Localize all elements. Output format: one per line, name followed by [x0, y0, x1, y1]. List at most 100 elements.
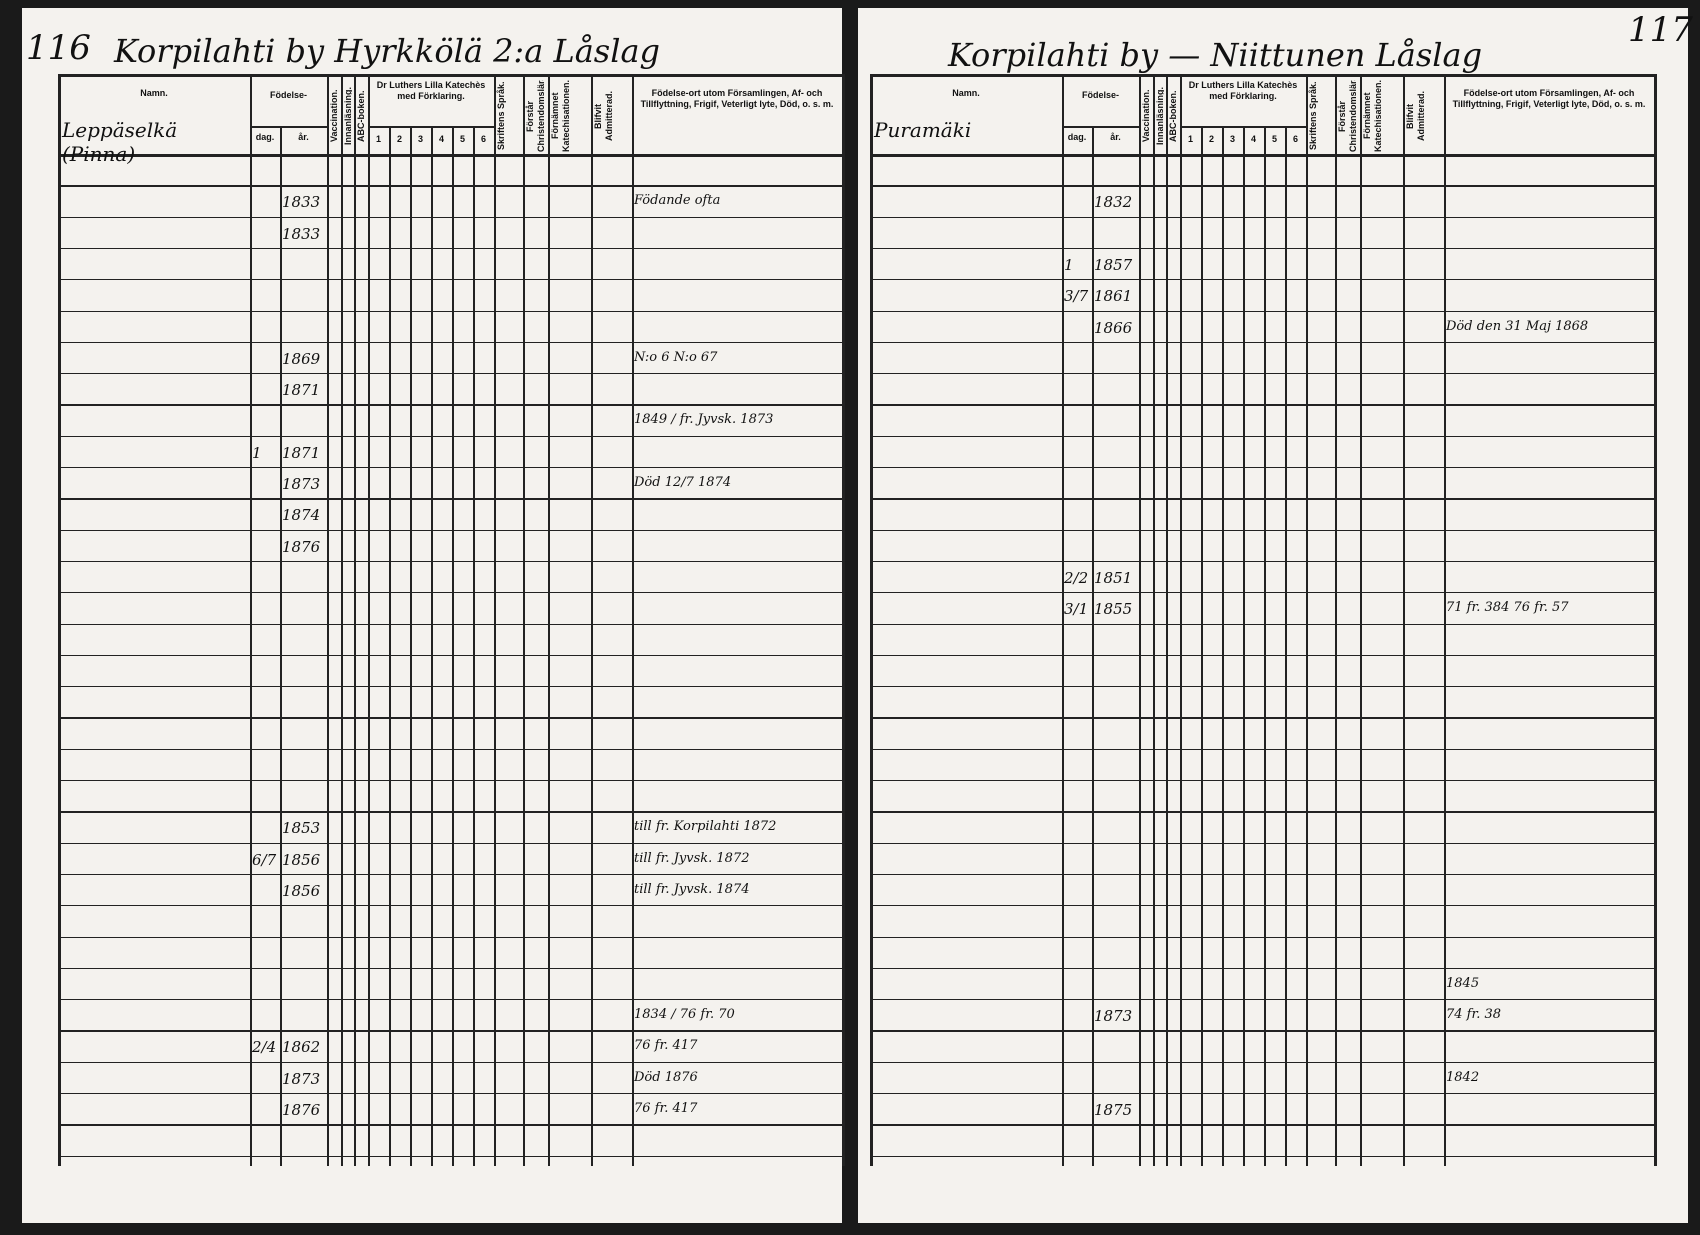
column-rule [1403, 74, 1405, 1166]
header-scripture-text: Skriftens Språk. [496, 81, 506, 151]
header-scripture: Skriftens Språk. [1308, 80, 1333, 152]
column-rule [280, 126, 282, 1166]
column-rule [452, 126, 454, 1166]
header-name-text: Namn. [140, 88, 168, 98]
column-rule [1654, 74, 1657, 1166]
entry-day: 3/7 [1064, 287, 1089, 306]
row-rule [58, 1030, 842, 1032]
column-rule [632, 74, 634, 1166]
column-rule [1264, 126, 1266, 1166]
column-rule [548, 74, 550, 1166]
row-rule [870, 967, 1654, 970]
row-rule [870, 936, 1654, 938]
column-rule [389, 126, 391, 1166]
entry-year: 1856 [282, 881, 321, 900]
entry-year: 1833 [282, 193, 321, 212]
entry-year: 1853 [282, 819, 321, 838]
column-rule [341, 74, 343, 1166]
column-rule [58, 74, 61, 1166]
header-day: dag. [252, 132, 278, 150]
column-rule [1092, 126, 1094, 1166]
row-rule [870, 498, 1654, 500]
header-name: Namn. [872, 88, 1060, 102]
header-catechism-part-text: 3 [1229, 134, 1235, 144]
header-year-text: år. [1110, 132, 1121, 142]
row-rule [58, 1124, 842, 1126]
row-rule [870, 748, 1654, 750]
column-rule [523, 74, 525, 1166]
header-catechism-part: 2 [1203, 134, 1220, 150]
page-title: Korpilahti by — Niittunen Låslag [948, 36, 1483, 74]
header-inoculation-text: Innanläsning. [343, 87, 352, 146]
row-rule [870, 529, 1654, 531]
row-rule [870, 373, 1654, 375]
row-rule [870, 1124, 1654, 1126]
header-catechism: Dr Luthers Lilla Katechès med Förklaring… [370, 80, 492, 122]
row-rule [870, 341, 1654, 344]
header-catechism-part-text: 5 [459, 134, 465, 144]
right-page: 117 Korpilahti by — Niittunen Låslag Nam… [858, 8, 1693, 1223]
entry-year: 1875 [1094, 1101, 1133, 1119]
entry-note: till fr. Jyvsk. 1874 [634, 881, 750, 897]
row-rule [870, 1093, 1654, 1095]
column-rule [1335, 74, 1337, 1166]
row-rule [58, 811, 842, 813]
header-abc-text: ABC-boken. [356, 90, 366, 142]
header-confirmation-prep: Förstår Christendomsläran. [525, 80, 546, 152]
header-abc: ABC-boken. [356, 80, 366, 152]
row-rule [870, 717, 1654, 719]
header-communion-text: Blifvit Admitterad. [593, 91, 614, 142]
entry-note: 74 fr. 38 [1446, 1007, 1502, 1023]
section-name: Leppäselkä (Pinna) [62, 118, 178, 166]
header-rule [870, 74, 1654, 77]
row-rule [870, 623, 1654, 625]
header-catechism-part: 4 [433, 134, 450, 150]
entry-note: till fr. Korpilahti 1872 [634, 819, 777, 835]
header-examined-text: Förnämnet Katechisationen. [1362, 80, 1383, 152]
entry-note: 76 fr. 417 [634, 1101, 698, 1116]
row-rule [58, 435, 842, 437]
birth-subrule [1062, 126, 1139, 128]
header-remarks: Födelse-ort utom Församlingen, Af- och T… [634, 88, 840, 148]
entry-year: 1851 [1094, 568, 1133, 587]
header-catechism-part: 3 [412, 134, 429, 150]
column-rule [1139, 74, 1141, 1166]
entry-year: 1856 [282, 850, 321, 869]
header-vaccination: Vaccination. [329, 80, 339, 152]
row-rule [870, 686, 1654, 688]
row-rule [870, 216, 1654, 218]
header-catechism-part: 5 [1266, 134, 1283, 150]
entry-note: till fr. Jyvsk. 1872 [634, 850, 750, 866]
column-rule [494, 74, 496, 1166]
header-abc-text: ABC-boken. [1168, 90, 1178, 142]
header-communion: Blifvit Admitterad. [593, 80, 630, 152]
header-year: år. [1094, 132, 1137, 150]
header-name-text: Namn. [952, 88, 980, 98]
entry-year: 1871 [282, 381, 321, 400]
page-number: 117 [1628, 10, 1693, 50]
row-rule [870, 780, 1654, 782]
header-year: år. [282, 132, 325, 150]
row-rule [870, 279, 1654, 281]
entry-day: 3/1 [1064, 600, 1089, 619]
row-rule [58, 686, 842, 688]
row-rule [870, 1030, 1654, 1032]
header-catechism-part-text: 4 [438, 134, 444, 144]
entry-note: 71 fr. 384 76 fr. 57 [1446, 600, 1569, 616]
header-vaccination: Vaccination. [1141, 80, 1151, 152]
row-rule [870, 185, 1654, 187]
row-rule [58, 717, 842, 719]
row-rule [58, 936, 842, 938]
header-birth: Födelse- [252, 90, 325, 118]
header-catechism-part: 2 [391, 134, 408, 150]
header-inoculation: Innanläsning. [1155, 80, 1164, 152]
entry-note: Död 12/7 1874 [634, 475, 732, 490]
column-rule [473, 126, 475, 1166]
row-rule [870, 560, 1654, 563]
header-vaccination-text: Vaccination. [329, 89, 339, 143]
row-rule [58, 623, 842, 625]
row-rule [58, 999, 842, 1001]
row-rule [58, 498, 842, 500]
entry-note: 1842 [1446, 1069, 1480, 1085]
